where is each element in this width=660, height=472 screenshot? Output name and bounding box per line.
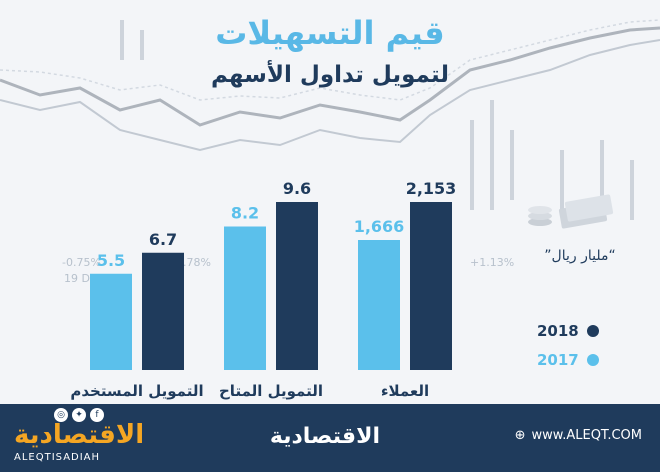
data-label-2017-2: 8.2 bbox=[231, 204, 259, 223]
background-candles bbox=[120, 20, 634, 220]
data-label-2017-1: 5.5 bbox=[97, 251, 125, 270]
background-line-mid bbox=[0, 39, 660, 152]
category-label-1: التمويل المستخدم bbox=[70, 382, 203, 400]
legend-item-2018: 2018 bbox=[537, 322, 599, 340]
facebook-icon[interactable]: f bbox=[90, 408, 104, 422]
twitter-icon[interactable]: ✦ bbox=[72, 408, 86, 422]
background-line-dark bbox=[0, 26, 660, 127]
legend-label-2017: 2017 bbox=[537, 351, 579, 369]
bar-2017-1 bbox=[90, 273, 132, 370]
footer-url[interactable]: ⊕ www.ALEQT.COM bbox=[515, 428, 642, 443]
background-line-light bbox=[0, 19, 660, 101]
bar-2017-2 bbox=[224, 226, 266, 370]
legend-dot-2018 bbox=[586, 325, 599, 337]
data-label-2017-3: 1,666 bbox=[354, 217, 405, 236]
money-stack-icon bbox=[528, 194, 614, 229]
bar-2018-3 bbox=[410, 202, 452, 370]
legend-dot-2017 bbox=[586, 354, 599, 366]
ticker-left: -0.75% bbox=[62, 256, 101, 269]
instagram-icon[interactable]: ◎ bbox=[54, 408, 68, 422]
footer-handle: ALEQTISADIAH bbox=[14, 452, 101, 463]
ticker-right: +1.13% bbox=[470, 256, 514, 269]
bar-chart: 5.5 6.7 التمويل المستخدم 8.2 9.6 التمويل المت… bbox=[70, 179, 456, 400]
chart-subtitle: لتمويل تداول الأسهم bbox=[211, 62, 449, 88]
chart-title: قيم التسهيلات bbox=[215, 14, 445, 52]
bar-2018-2 bbox=[276, 202, 318, 370]
legend-item-2017: 2017 bbox=[537, 351, 599, 369]
data-label-2018-1: 6.7 bbox=[149, 230, 177, 249]
category-label-3: العملاء bbox=[381, 382, 429, 400]
social-icons: ◎ ✦ f bbox=[54, 408, 104, 422]
legend-label-2018: 2018 bbox=[537, 322, 579, 340]
bar-2018-1 bbox=[142, 252, 184, 370]
data-label-2018-3: 2,153 bbox=[406, 179, 457, 198]
category-label-2: التمويل المتاح bbox=[219, 382, 323, 400]
data-label-2018-2: 9.6 bbox=[283, 179, 311, 198]
bar-2017-3 bbox=[358, 240, 400, 370]
footer-brand-center: الاقتصادية bbox=[269, 424, 380, 449]
globe-icon: ⊕ bbox=[514, 428, 526, 443]
unit-label: “مليار ريال” bbox=[544, 248, 616, 264]
background-stock-chart bbox=[0, 19, 660, 220]
footer-bar bbox=[0, 404, 660, 472]
footer-url-text: www.ALEQT.COM bbox=[531, 428, 642, 443]
footer-brand-left: الاقتصادية bbox=[14, 420, 145, 450]
